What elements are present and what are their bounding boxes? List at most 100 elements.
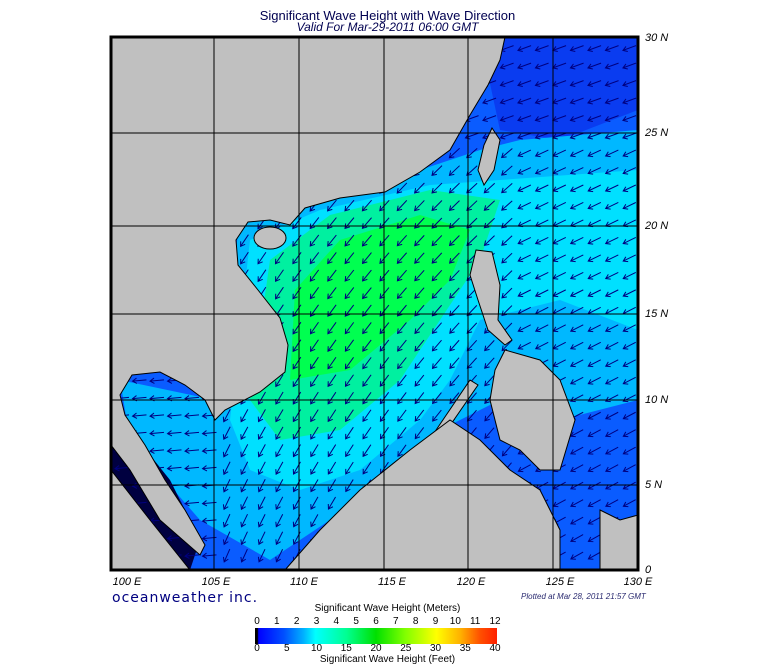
wave-direction-arrow — [449, 374, 460, 387]
colorbar-title-feet: Significant Wave Height (Feet) — [319, 654, 456, 665]
wave-direction-arrow — [362, 339, 372, 352]
wave-direction-arrow — [275, 549, 284, 563]
feet-tick-label: 35 — [459, 643, 471, 654]
wave-direction-arrow — [501, 444, 512, 457]
wave-direction-arrow — [449, 322, 460, 334]
wave-direction-arrow — [397, 409, 407, 422]
wave-direction-arrow — [517, 132, 532, 140]
land-taiwan — [477, 126, 501, 187]
wave-direction-arrow — [166, 465, 182, 472]
wave-direction-arrow — [310, 356, 319, 370]
wave-direction-arrow — [114, 465, 130, 472]
wave-direction-arrow — [622, 97, 637, 105]
wave-direction-arrow — [570, 516, 584, 525]
chart-subtitle: Valid For Mar-29-2011 06:00 GMT — [296, 20, 479, 34]
wave-direction-arrow — [534, 62, 549, 70]
wave-direction-arrow — [587, 324, 601, 333]
wave-direction-arrow — [222, 513, 231, 528]
wave-direction-arrow — [240, 513, 248, 528]
wave-direction-arrow — [587, 45, 602, 52]
wave-direction-arrow — [240, 461, 249, 476]
wave-direction-arrow — [534, 115, 549, 122]
wave-direction-arrow — [257, 548, 266, 563]
wave-direction-arrow — [292, 252, 302, 265]
wave-direction-arrow — [449, 287, 460, 299]
wave-direction-arrow — [131, 412, 147, 419]
land — [111, 37, 638, 570]
wave-direction-arrow — [362, 461, 372, 475]
wave-direction-arrow — [310, 461, 319, 475]
land-luzon — [469, 249, 513, 346]
wave-direction-arrow — [431, 235, 443, 247]
wave-direction-arrow — [517, 324, 531, 333]
wave-direction-arrow — [517, 341, 531, 350]
wave-direction-arrow — [309, 287, 320, 300]
wave-direction-arrow — [166, 412, 182, 419]
wave-direction-arrow — [292, 286, 302, 300]
land-hainan — [253, 226, 287, 250]
wave-direction-arrow — [622, 202, 637, 210]
wave-direction-arrow — [344, 357, 354, 370]
wave-direction-arrow — [622, 376, 636, 385]
wave-direction-arrow — [569, 202, 584, 210]
wave-direction-arrow — [569, 167, 584, 175]
wave-direction-arrow — [310, 339, 319, 353]
wave-direction-arrow — [275, 496, 284, 511]
wave-direction-arrow — [240, 444, 249, 458]
wave-direction-arrow — [414, 427, 425, 440]
colorbar — [255, 628, 497, 644]
wave-direction-arrow — [344, 269, 355, 282]
wave-direction-arrow — [517, 115, 532, 122]
wave-direction-arrow — [310, 391, 319, 405]
wave-direction-arrow — [482, 115, 497, 122]
wave-direction-arrow — [257, 426, 266, 440]
wave-direction-arrow — [605, 464, 619, 473]
wave-direction-arrow — [534, 184, 549, 193]
wave-direction-arrow — [240, 531, 248, 546]
lon-label: 130 E — [623, 576, 653, 588]
wave-direction-arrow — [484, 374, 495, 387]
wave-direction-arrow — [587, 132, 602, 140]
wave-direction-arrow — [414, 322, 425, 335]
wave-direction-arrow — [587, 97, 602, 105]
wave-direction-arrow — [222, 548, 231, 563]
wave-direction-arrow — [499, 80, 514, 87]
wave-direction-arrow — [569, 289, 584, 298]
wave-direction-arrow — [184, 552, 200, 559]
wave-direction-arrow — [569, 62, 584, 70]
wave-direction-arrow — [397, 427, 407, 440]
lon-label: 110 E — [290, 576, 318, 588]
wave-direction-arrow — [448, 147, 460, 159]
wave-direction-arrow — [396, 322, 407, 335]
wave-direction-arrow — [587, 115, 602, 122]
wave-direction-arrow — [534, 97, 549, 105]
wave-direction-arrow — [587, 167, 602, 175]
wave-direction-arrow — [587, 516, 601, 525]
wave-direction-arrow — [184, 430, 200, 437]
wave-direction-arrow — [570, 534, 584, 543]
wave-direction-arrow — [587, 62, 602, 70]
wave-direction-arrow — [149, 377, 165, 384]
wave-direction-arrow — [431, 270, 443, 282]
wave-direction-arrow — [534, 202, 549, 210]
wave-direction-arrow — [257, 444, 266, 458]
feet-tick-label: 40 — [489, 643, 501, 654]
wave-direction-arrow — [292, 217, 302, 230]
wave-direction-arrow — [570, 464, 584, 473]
wave-direction-arrow — [344, 234, 355, 247]
wave-direction-arrow — [240, 548, 248, 563]
wave-direction-arrow — [131, 377, 147, 384]
wave-direction-arrow — [622, 254, 637, 263]
wave-direction-arrow — [483, 182, 496, 194]
wave-direction-arrow — [361, 217, 372, 230]
wave-direction-arrow — [222, 531, 231, 546]
wave-direction-arrow — [587, 254, 602, 263]
wave-direction-arrow — [569, 446, 584, 455]
wave-direction-arrow — [501, 235, 513, 246]
wave-direction-arrow — [534, 236, 549, 245]
wave-direction-arrow — [362, 374, 372, 387]
meter-tick-label: 5 — [353, 616, 359, 627]
wave-direction-arrow — [622, 80, 637, 87]
wave-direction-arrow — [448, 252, 460, 264]
wave-direction-arrow — [569, 341, 584, 350]
